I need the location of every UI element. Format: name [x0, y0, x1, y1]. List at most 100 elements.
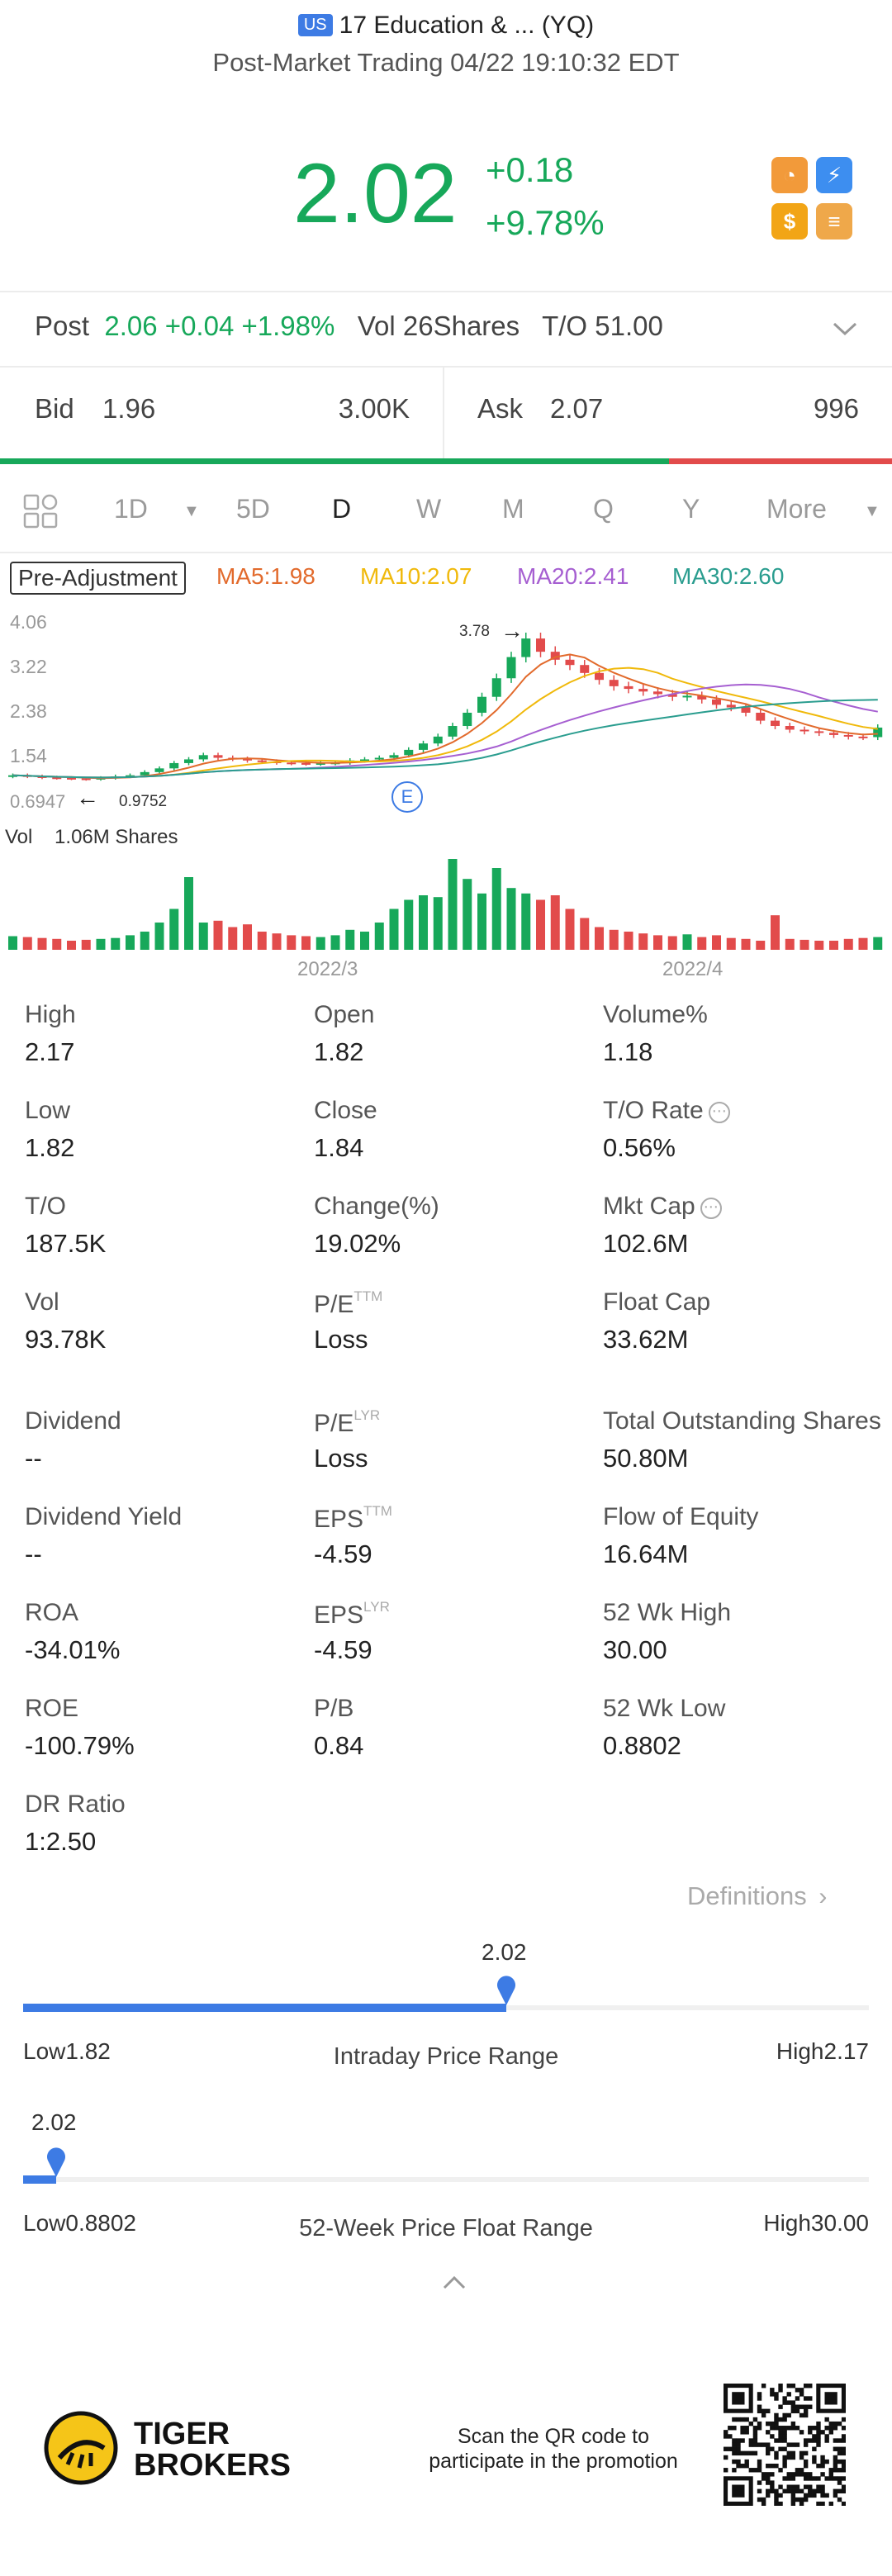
stat-wkhigh-label: 52 Wk High [603, 1599, 732, 1626]
candle [799, 729, 809, 732]
price-change-pct: +9.78% [486, 203, 605, 242]
pre-adjustment-toggle[interactable]: Pre-Adjustment [10, 562, 186, 595]
candle [81, 778, 91, 780]
stat-high-label: High [25, 1001, 76, 1028]
post-market-row: Post 2.06 +0.04 +1.98% Vol 26Shares T/O … [35, 311, 663, 342]
layout-icon[interactable] [23, 494, 59, 530]
eps-sup: TTM [363, 1503, 392, 1519]
dropdown-triangle-icon[interactable]: ▼ [183, 502, 200, 520]
chevron-up-icon[interactable] [441, 2275, 467, 2291]
learn-icon[interactable]: ≡ [816, 203, 852, 240]
location-pin-icon [47, 2147, 65, 2177]
bid-size: 3.00K [338, 393, 410, 424]
tab-5d[interactable]: 5D [236, 494, 270, 524]
ask-size: 996 [813, 393, 859, 424]
y-tick: 1.54 [10, 745, 47, 766]
volume-bar [491, 868, 501, 950]
stat-to-label: T/O [25, 1193, 66, 1220]
stat-epslyr-label: EPSLYR [314, 1599, 390, 1630]
x-tick: 2022/3 [297, 958, 358, 980]
high-marker: 3.78 [459, 623, 490, 640]
info-icon[interactable]: ⋯ [708, 1102, 730, 1123]
candle [169, 762, 179, 769]
volume-bar [67, 941, 77, 950]
volume-bar [184, 877, 194, 950]
candle [67, 777, 77, 780]
candle [433, 736, 443, 744]
volume-bar [8, 936, 18, 950]
stock-name: 17 Education & ... (YQ) [339, 12, 595, 39]
post-to-label: T/O [542, 311, 588, 341]
volume-bar [389, 908, 399, 950]
lightning-icon[interactable]: ⚡ [816, 157, 852, 193]
tab-q[interactable]: Q [593, 494, 614, 524]
vol-label: Vol [5, 826, 33, 848]
intraday-low: Low1.82 [23, 2038, 111, 2064]
pe-label: P/E [314, 1291, 354, 1318]
bid-ask-separator [443, 366, 444, 458]
tab-d[interactable]: D [332, 494, 352, 524]
candle [550, 652, 560, 660]
volume-bar [140, 932, 149, 950]
candle [726, 704, 736, 708]
earnings-event-marker[interactable]: E [391, 781, 423, 813]
info-icon[interactable]: ⋯ [700, 1198, 722, 1219]
low-marker: 0.9752 [119, 793, 168, 810]
stat-change-label: Change(%) [314, 1193, 439, 1220]
volume-bar [595, 927, 605, 950]
more-triangle-icon[interactable]: ▼ [864, 502, 880, 520]
volume-bar [419, 895, 429, 950]
high-arrow-icon: → [501, 618, 524, 643]
post-vol-label: Vol [357, 311, 396, 341]
candle [389, 755, 399, 758]
stat-pelyr-label: P/ELYR [314, 1407, 380, 1438]
price-chart[interactable] [0, 603, 892, 818]
chevron-down-icon[interactable] [831, 319, 859, 339]
week52-range: 2.02 [23, 2109, 869, 2200]
volume-bar [243, 924, 253, 950]
stat-low-label: Low [25, 1097, 71, 1124]
volume-bar [858, 937, 868, 950]
last-price: 2.02 [293, 146, 458, 240]
candle [243, 758, 253, 761]
stat-high: 2.17 [25, 1037, 75, 1066]
candle [595, 672, 605, 681]
volume-bar [287, 935, 297, 950]
candle [771, 720, 780, 727]
location-pin-icon [497, 1976, 515, 2005]
post-change: +0.04 [164, 311, 235, 341]
volume-bar [565, 908, 575, 950]
candle [521, 638, 531, 657]
candle [257, 760, 267, 762]
tab-more[interactable]: More [766, 494, 827, 524]
candle [154, 768, 164, 772]
candle [316, 762, 325, 765]
stat-tos: 50.80M [603, 1444, 689, 1473]
tab-y[interactable]: Y [682, 494, 700, 524]
qr-code[interactable] [724, 2384, 846, 2506]
stat-pe-label: P/ETTM [314, 1288, 382, 1319]
volume-chart[interactable] [0, 852, 892, 951]
tab-m[interactable]: M [502, 494, 524, 524]
ma20-legend: MA20:2.41 [517, 563, 629, 589]
dollar-icon[interactable]: $ [771, 203, 808, 240]
stat-vol: 93.78K [25, 1325, 107, 1354]
candle [52, 777, 62, 780]
definitions-link[interactable]: Definitions › [687, 1881, 827, 1911]
epslyr-sup: LYR [363, 1599, 390, 1615]
tab-1d[interactable]: 1D [114, 494, 148, 524]
volume-bar [257, 932, 267, 950]
candle [785, 726, 795, 730]
candle [814, 731, 824, 733]
post-vol-value: 26Shares [402, 311, 520, 341]
trade-app-icon[interactable]: ◔ [771, 157, 808, 193]
tab-w[interactable]: W [416, 494, 442, 524]
pelyr-sup: LYR [353, 1407, 381, 1423]
candle [624, 686, 633, 690]
divider [0, 552, 892, 553]
low-arrow-icon: ← [76, 785, 99, 810]
week52-low: Low0.8802 [23, 2210, 137, 2236]
stat-change: 19.02% [314, 1229, 401, 1258]
stat-wkhigh: 30.00 [603, 1635, 667, 1664]
stat-foe: 16.64M [603, 1539, 689, 1568]
